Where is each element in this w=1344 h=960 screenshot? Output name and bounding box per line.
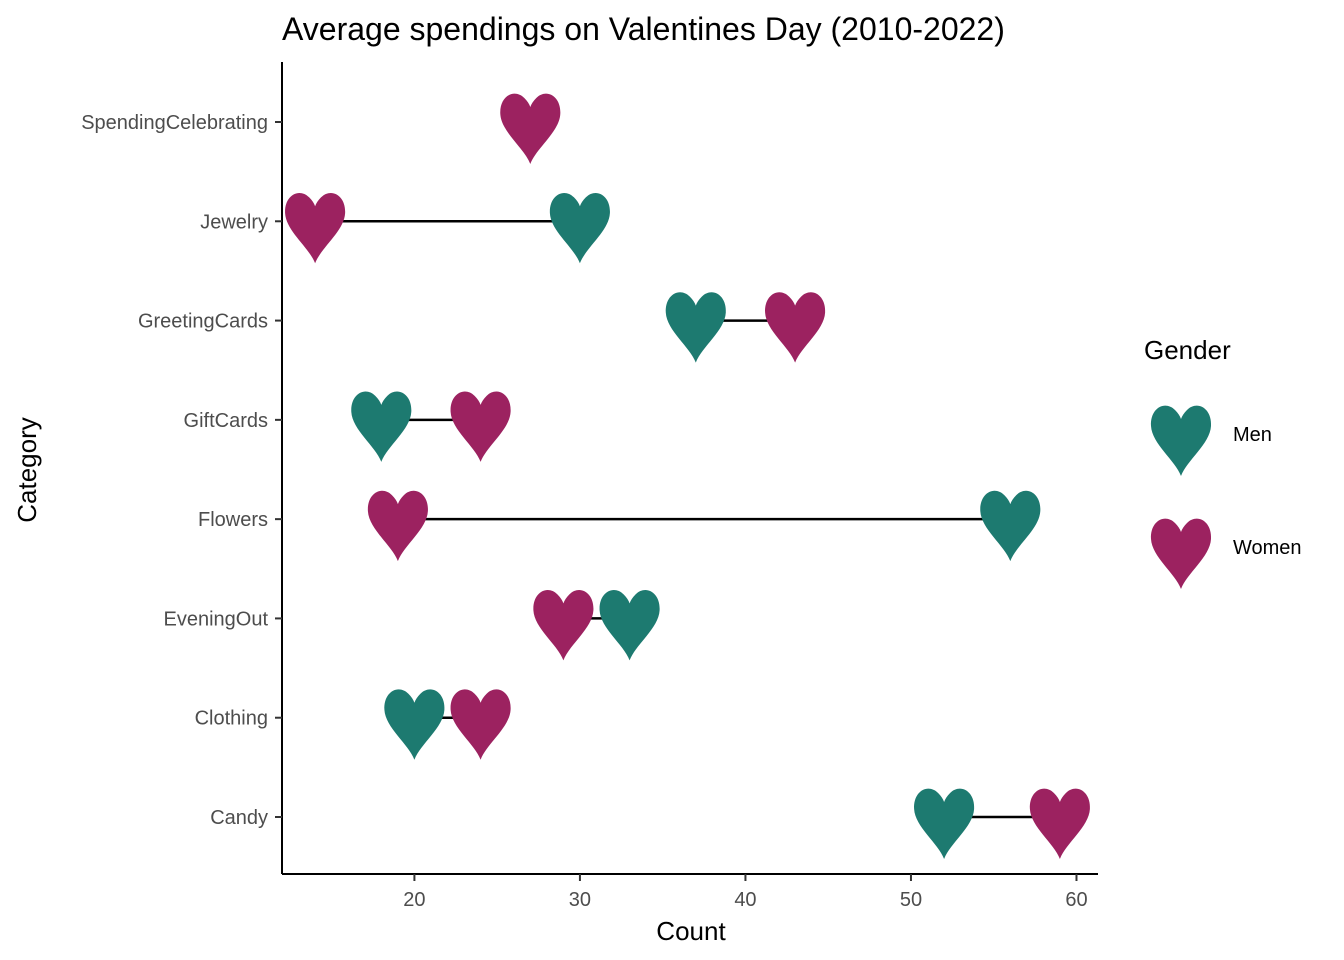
y-tick-label: Clothing — [195, 708, 268, 730]
heart-icon — [1029, 788, 1090, 859]
heart-icon — [351, 391, 412, 462]
x-tick-label: 40 — [734, 889, 756, 911]
heart-icon — [500, 93, 561, 164]
heart-icon — [367, 490, 428, 562]
y-axis-title: Category — [12, 417, 42, 523]
y-tick-label: SpendingCelebrating — [81, 112, 268, 134]
legend-heart-icon — [1150, 405, 1212, 476]
y-axis-ticks: Candy Clothing EveningOut Flowers GiftCards G… — [81, 112, 282, 829]
y-tick-label: EveningOut — [163, 608, 268, 630]
chart-title: Average spendings on Valentines Day (201… — [282, 11, 1005, 47]
y-tick-label: Jewelry — [200, 211, 268, 233]
x-tick-label: 30 — [569, 889, 591, 911]
x-tick-label: 20 — [403, 889, 425, 911]
heart-icon — [450, 689, 511, 760]
legend-title: Gender — [1144, 335, 1231, 365]
y-tick-label: GiftCards — [184, 410, 268, 432]
x-axis-ticks: 20 30 40 50 60 — [403, 874, 1088, 911]
legend-heart-icon — [1150, 518, 1212, 589]
heart-icon — [980, 490, 1041, 562]
plot-area — [285, 93, 1090, 859]
heart-icon — [665, 292, 726, 363]
x-tick-label: 60 — [1065, 889, 1087, 911]
heart-icon — [450, 391, 511, 462]
heart-icon — [533, 590, 594, 661]
x-axis-title: Count — [656, 916, 726, 946]
heart-icon — [384, 689, 445, 760]
y-tick-label: Flowers — [198, 509, 268, 531]
legend-label: Women — [1233, 537, 1302, 559]
heart-icon — [549, 192, 610, 264]
y-tick-label: GreetingCards — [138, 311, 268, 333]
heart-icon — [765, 292, 826, 363]
legend: Gender Men Women — [1144, 335, 1302, 589]
heart-icon — [285, 192, 346, 264]
legend-label: Men — [1233, 424, 1272, 446]
heart-icon — [599, 590, 660, 661]
y-tick-label: Candy — [210, 807, 268, 829]
x-tick-label: 50 — [900, 889, 922, 911]
heart-icon — [914, 788, 975, 859]
